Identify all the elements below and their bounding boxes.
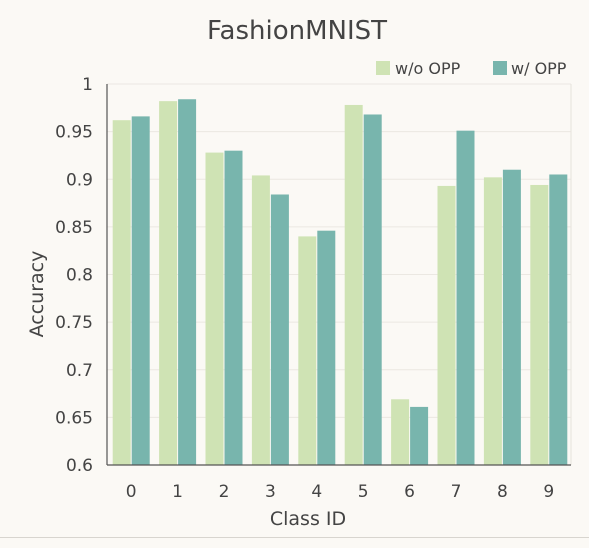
bar-with-opp-class-1 xyxy=(178,99,197,466)
legend-label: w/o OPP xyxy=(395,59,461,78)
x-tick-label: 4 xyxy=(311,482,322,502)
bars xyxy=(112,99,568,466)
y-tick-label: 0.95 xyxy=(55,123,93,143)
bar-with-opp-class-9 xyxy=(549,174,568,466)
x-tick-label: 5 xyxy=(358,482,369,502)
y-axis-label: Accuracy xyxy=(26,251,48,338)
x-tick-label: 8 xyxy=(497,482,508,502)
legend-swatch-with-opp xyxy=(493,61,507,75)
bottom-divider xyxy=(0,537,589,538)
bar-without-opp-class-3 xyxy=(251,175,270,465)
legend-label: w/ OPP xyxy=(511,59,567,78)
x-tick-label: 3 xyxy=(265,482,276,502)
y-tick-label: 0.8 xyxy=(66,266,93,286)
bar-with-opp-class-5 xyxy=(363,114,382,465)
bar-without-opp-class-9 xyxy=(530,184,549,465)
bar-with-opp-class-2 xyxy=(224,150,243,466)
bar-without-opp-class-0 xyxy=(112,120,131,465)
x-tick-label: 7 xyxy=(451,482,462,502)
bar-with-opp-class-7 xyxy=(456,130,475,466)
y-tick-label: 0.85 xyxy=(55,218,93,238)
x-axis-label: Class ID xyxy=(270,508,346,530)
bar-with-opp-class-4 xyxy=(317,230,336,465)
bar-without-opp-class-4 xyxy=(298,236,317,465)
bar-with-opp-class-0 xyxy=(131,116,150,465)
y-tick-label: 0.9 xyxy=(66,170,93,190)
y-tick-label: 0.75 xyxy=(55,313,93,333)
y-tick-label: 1 xyxy=(82,75,93,95)
axes xyxy=(106,84,572,466)
legend-swatch-without-opp xyxy=(376,61,390,75)
x-tick-label: 2 xyxy=(219,482,230,502)
x-tick-label: 9 xyxy=(543,482,554,502)
chart-title: FashionMNIST xyxy=(207,16,387,46)
y-tick-label: 0.6 xyxy=(66,456,93,476)
bar-without-opp-class-2 xyxy=(205,152,224,465)
bar-with-opp-class-3 xyxy=(270,194,289,466)
x-tick-label: 6 xyxy=(404,482,415,502)
x-tick-labels: 0 1 2 3 4 5 6 7 8 9 xyxy=(126,482,554,502)
bar-without-opp-class-8 xyxy=(483,177,502,465)
x-tick-label: 0 xyxy=(126,482,137,502)
bar-without-opp-class-7 xyxy=(437,185,456,466)
bar-without-opp-class-1 xyxy=(159,101,178,466)
y-tick-labels: 0.6 0.65 0.7 0.75 0.8 0.85 0.9 0.95 1 xyxy=(55,75,93,476)
bar-without-opp-class-6 xyxy=(391,399,410,465)
bar-with-opp-class-6 xyxy=(410,406,429,465)
y-tick-label: 0.7 xyxy=(66,361,93,381)
bar-with-opp-class-8 xyxy=(502,169,521,465)
x-tick-label: 1 xyxy=(172,482,183,502)
bar-without-opp-class-5 xyxy=(344,104,363,465)
y-tick-label: 0.65 xyxy=(55,408,93,428)
legend: w/o OPP w/ OPP xyxy=(376,59,567,78)
